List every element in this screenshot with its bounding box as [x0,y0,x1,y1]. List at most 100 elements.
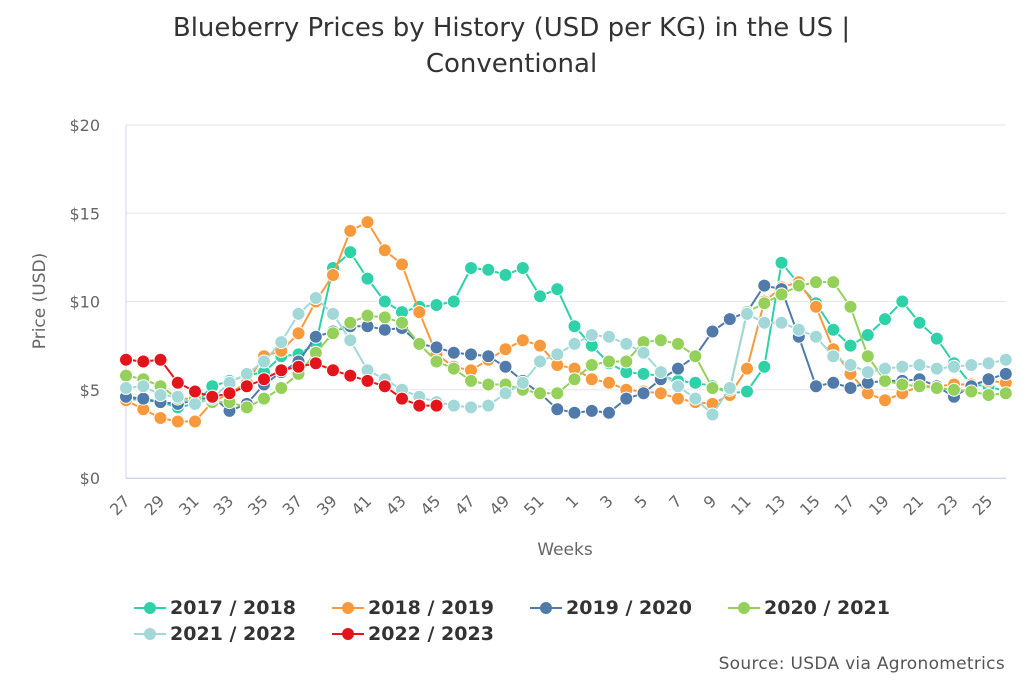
data-point[interactable] [550,386,565,401]
data-point[interactable] [567,336,582,351]
data-point[interactable] [929,331,944,346]
data-point[interactable] [722,312,737,327]
data-point[interactable] [895,359,910,374]
data-point[interactable] [257,354,271,369]
data-point[interactable] [274,335,289,350]
data-point[interactable] [981,372,996,387]
data-point[interactable] [291,306,306,321]
data-point[interactable] [377,243,392,258]
data-point[interactable] [947,382,961,397]
data-point[interactable] [722,381,737,395]
data-point[interactable] [619,354,634,369]
data-point[interactable] [274,381,289,395]
data-point[interactable] [998,366,1013,381]
data-point[interactable] [757,278,772,293]
data-point[interactable] [326,363,340,378]
data-point[interactable] [274,363,289,378]
data-point[interactable] [757,315,772,330]
data-point[interactable] [257,391,271,406]
data-point[interactable] [136,391,151,406]
data-point[interactable] [860,365,875,380]
data-point[interactable] [809,329,823,344]
data-point[interactable] [671,336,685,351]
data-point[interactable] [791,278,806,293]
data-point[interactable] [119,352,133,367]
data-point[interactable] [895,294,910,309]
data-point[interactable] [653,333,668,348]
data-point[interactable] [360,271,375,286]
data-point[interactable] [481,349,496,364]
data-point[interactable] [153,388,168,402]
data-point[interactable] [964,384,979,399]
data-point[interactable] [136,354,151,369]
data-point[interactable] [636,366,651,381]
data-point[interactable] [136,379,151,394]
data-point[interactable] [360,373,375,388]
data-point[interactable] [395,391,409,406]
data-point[interactable] [826,275,841,290]
data-point[interactable] [515,333,530,348]
data-point[interactable] [826,375,841,390]
data-point[interactable] [843,381,858,395]
data-point[interactable] [205,389,220,404]
data-point[interactable] [929,361,944,376]
data-point[interactable] [912,379,927,394]
data-point[interactable] [360,308,375,323]
data-point[interactable] [153,411,168,425]
data-point[interactable] [843,358,858,372]
data-point[interactable] [705,324,720,339]
data-point[interactable] [119,368,133,383]
data-point[interactable] [481,377,496,392]
data-point[interactable] [326,268,340,282]
data-point[interactable] [602,405,616,420]
data-point[interactable] [602,329,616,344]
data-point[interactable] [671,361,685,376]
data-point[interactable] [481,398,496,413]
data-point[interactable] [912,358,927,372]
data-point[interactable] [895,377,910,392]
data-point[interactable] [567,405,582,420]
data-point[interactable] [550,347,565,362]
data-point[interactable] [757,359,772,374]
data-point[interactable] [705,407,720,422]
data-point[interactable] [326,306,340,321]
data-point[interactable] [515,261,530,275]
data-point[interactable] [308,291,323,305]
data-point[interactable] [446,398,461,413]
data-point[interactable] [377,310,392,325]
data-point[interactable] [326,326,340,341]
data-point[interactable] [809,379,823,394]
data-point[interactable] [515,375,530,390]
data-point[interactable] [343,368,358,383]
data-point[interactable] [291,359,306,374]
data-point[interactable] [533,386,547,401]
data-point[interactable] [446,294,461,309]
data-point[interactable] [239,400,254,415]
data-point[interactable] [809,299,823,314]
data-point[interactable] [550,402,565,417]
data-point[interactable] [636,345,651,360]
data-point[interactable] [981,388,996,402]
data-point[interactable] [429,354,444,369]
data-point[interactable] [636,386,651,401]
data-point[interactable] [429,398,444,413]
data-point[interactable] [291,326,306,341]
data-point[interactable] [498,359,513,374]
data-point[interactable] [464,347,478,362]
data-point[interactable] [774,287,789,302]
data-point[interactable] [584,328,599,342]
data-point[interactable] [584,403,599,418]
data-point[interactable] [671,379,685,394]
data-point[interactable] [377,322,392,337]
data-point[interactable] [688,391,703,406]
data-point[interactable] [498,268,513,282]
data-point[interactable] [929,381,944,395]
data-point[interactable] [222,386,237,401]
data-point[interactable] [170,414,185,429]
data-point[interactable] [464,261,478,275]
data-point[interactable] [119,381,133,395]
data-point[interactable] [878,312,892,327]
data-point[interactable] [429,340,444,355]
data-point[interactable] [395,257,409,272]
data-point[interactable] [412,336,427,351]
